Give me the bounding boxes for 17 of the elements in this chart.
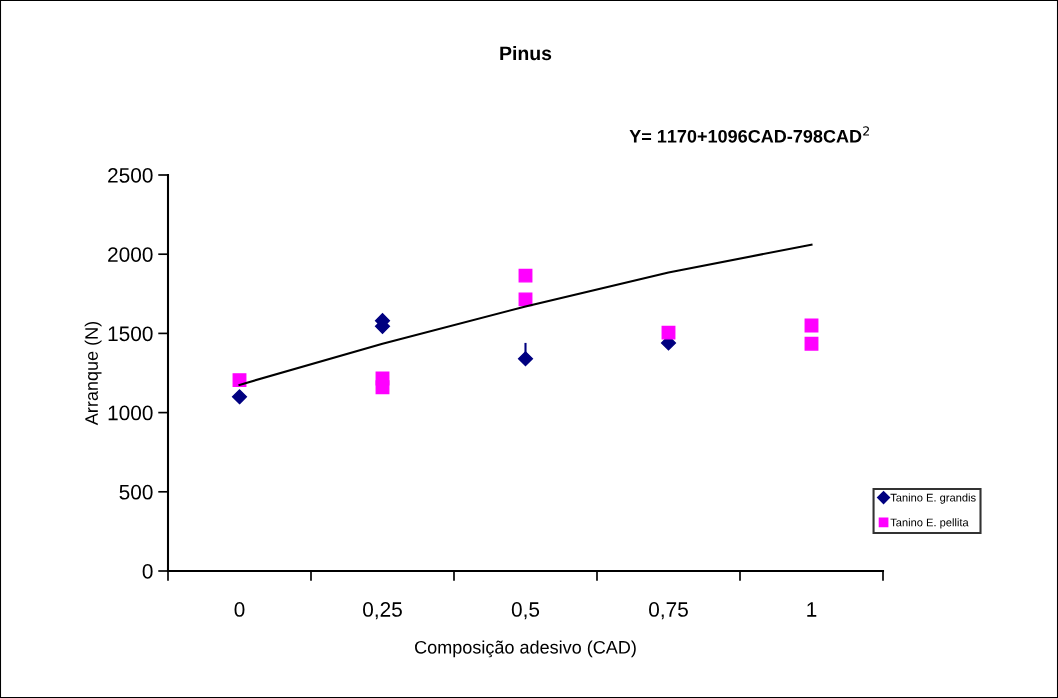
x-tick-label: 1	[807, 602, 817, 617]
y-tick-label: 1000	[108, 405, 153, 421]
y-tick-label: 2000	[108, 247, 153, 262]
y-tick-label: 2500	[108, 168, 153, 183]
y-axis-title: Arranque (N)	[84, 321, 102, 426]
x-tick-label: 0	[234, 602, 245, 617]
x-tick-label: 0,75	[649, 602, 688, 620]
x-tick-label: 0,5	[511, 602, 540, 620]
chart-title: Pinus	[500, 45, 552, 61]
legend-label: Tanino E. grandis	[890, 493, 976, 504]
y-tick-label: 500	[119, 484, 153, 500]
y-tick-label: 0	[142, 564, 153, 579]
x-axis-title: Composição adesivo (CAD)	[415, 640, 636, 658]
text: Y= 1170+1096CAD-798CAD$^{2}$	[629, 126, 870, 143]
x-tick-label: 0,25	[363, 602, 402, 620]
legend-label: Tanino E. pellita	[890, 518, 969, 529]
y-tick-label: 1500	[108, 326, 153, 342]
